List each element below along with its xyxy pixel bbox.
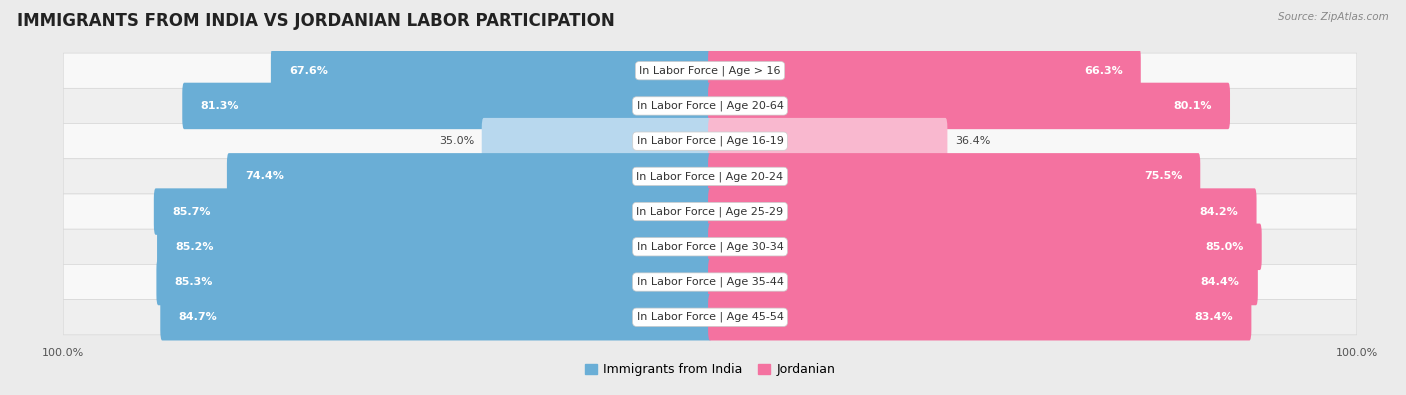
Text: In Labor Force | Age 25-29: In Labor Force | Age 25-29 <box>637 206 783 217</box>
Text: IMMIGRANTS FROM INDIA VS JORDANIAN LABOR PARTICIPATION: IMMIGRANTS FROM INDIA VS JORDANIAN LABOR… <box>17 12 614 30</box>
Text: In Labor Force | Age > 16: In Labor Force | Age > 16 <box>640 66 780 76</box>
Text: 80.1%: 80.1% <box>1174 101 1212 111</box>
FancyBboxPatch shape <box>63 229 1357 264</box>
Text: 67.6%: 67.6% <box>290 66 328 76</box>
Text: 83.4%: 83.4% <box>1195 312 1233 322</box>
Text: 85.7%: 85.7% <box>172 207 211 216</box>
Text: 81.3%: 81.3% <box>201 101 239 111</box>
FancyBboxPatch shape <box>709 118 948 164</box>
Text: 75.5%: 75.5% <box>1144 171 1182 181</box>
Text: 85.0%: 85.0% <box>1205 242 1244 252</box>
Text: In Labor Force | Age 20-64: In Labor Force | Age 20-64 <box>637 101 783 111</box>
Text: 84.7%: 84.7% <box>179 312 217 322</box>
FancyBboxPatch shape <box>153 188 711 235</box>
FancyBboxPatch shape <box>482 118 711 164</box>
FancyBboxPatch shape <box>709 153 1201 199</box>
FancyBboxPatch shape <box>709 47 1140 94</box>
FancyBboxPatch shape <box>183 83 711 129</box>
FancyBboxPatch shape <box>63 300 1357 335</box>
Text: In Labor Force | Age 45-54: In Labor Force | Age 45-54 <box>637 312 783 322</box>
Text: 84.2%: 84.2% <box>1199 207 1239 216</box>
FancyBboxPatch shape <box>63 124 1357 159</box>
FancyBboxPatch shape <box>63 264 1357 300</box>
FancyBboxPatch shape <box>709 294 1251 340</box>
FancyBboxPatch shape <box>63 88 1357 124</box>
Text: 85.2%: 85.2% <box>176 242 214 252</box>
FancyBboxPatch shape <box>709 188 1257 235</box>
FancyBboxPatch shape <box>226 153 711 199</box>
FancyBboxPatch shape <box>157 224 711 270</box>
FancyBboxPatch shape <box>709 224 1261 270</box>
FancyBboxPatch shape <box>63 194 1357 229</box>
Text: 84.4%: 84.4% <box>1201 277 1240 287</box>
Text: 36.4%: 36.4% <box>955 136 991 146</box>
FancyBboxPatch shape <box>63 159 1357 194</box>
Text: 85.3%: 85.3% <box>174 277 212 287</box>
Text: 35.0%: 35.0% <box>439 136 474 146</box>
Text: 74.4%: 74.4% <box>245 171 284 181</box>
FancyBboxPatch shape <box>271 47 711 94</box>
Text: In Labor Force | Age 20-24: In Labor Force | Age 20-24 <box>637 171 783 182</box>
Text: Source: ZipAtlas.com: Source: ZipAtlas.com <box>1278 12 1389 22</box>
FancyBboxPatch shape <box>156 259 711 305</box>
Text: In Labor Force | Age 30-34: In Labor Force | Age 30-34 <box>637 242 783 252</box>
Text: In Labor Force | Age 35-44: In Labor Force | Age 35-44 <box>637 277 783 287</box>
FancyBboxPatch shape <box>63 53 1357 88</box>
Text: 66.3%: 66.3% <box>1084 66 1122 76</box>
Text: In Labor Force | Age 16-19: In Labor Force | Age 16-19 <box>637 136 783 147</box>
FancyBboxPatch shape <box>160 294 711 340</box>
FancyBboxPatch shape <box>709 83 1230 129</box>
Legend: Immigrants from India, Jordanian: Immigrants from India, Jordanian <box>579 358 841 381</box>
FancyBboxPatch shape <box>709 259 1258 305</box>
